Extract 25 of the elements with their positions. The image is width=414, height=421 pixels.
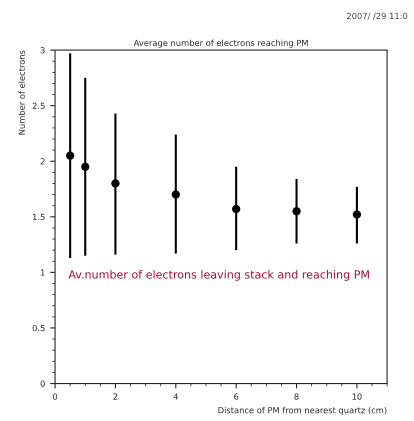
y-tick-label: 3 [40, 47, 45, 54]
chart-title: Average number of electrons reaching PM [134, 40, 308, 48]
x-axis-title: Distance of PM from nearest quartz (cm) [218, 406, 386, 415]
y-tick-label: 1 [40, 269, 45, 276]
point [232, 204, 240, 214]
text: 2007/ /29 11:0 [346, 12, 408, 20]
y-axis-title: Number of electrons [18, 50, 25, 134]
x-tick-label: 10 [352, 393, 362, 400]
point [111, 179, 120, 188]
point [352, 210, 362, 219]
y-tick-label: 1.5 [33, 214, 45, 220]
point [66, 152, 74, 160]
y-tick-label: 2.5 [32, 102, 45, 109]
y-tick-label: 0.5 [32, 324, 45, 332]
x-tick-label: 8 [294, 393, 299, 400]
point [172, 190, 180, 199]
x-tick-label: 6 [234, 393, 238, 400]
y-tick-label: 0 [40, 380, 45, 387]
point [81, 162, 90, 171]
annotation: Av.number of electrons leaving stack and reaching PM [68, 270, 369, 281]
x-tick-label: 4 [174, 394, 178, 400]
x-tick-label: 0 [52, 393, 58, 400]
x-tick-label: 2 [113, 393, 118, 400]
y-tick-label: 2 [40, 158, 45, 164]
point [292, 207, 301, 216]
